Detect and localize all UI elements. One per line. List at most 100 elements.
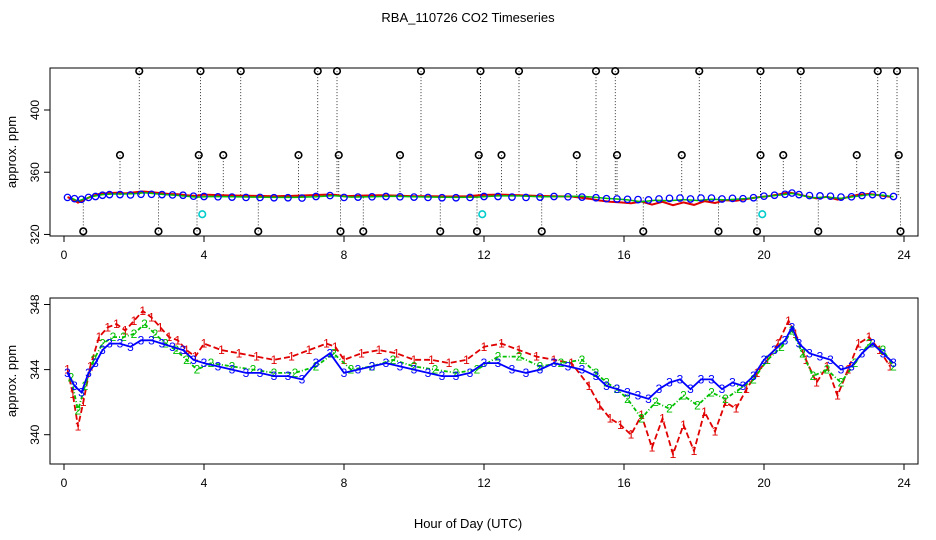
top-baseline-point xyxy=(168,191,177,199)
top-baseline-point xyxy=(889,192,898,201)
top-y-tick-label: 360 xyxy=(28,162,42,182)
top-baseline-point xyxy=(70,194,79,203)
series-3-marker: 3 xyxy=(635,389,642,403)
top-baseline-point xyxy=(137,190,145,199)
series-3-marker: 3 xyxy=(229,363,236,377)
series-2-marker: 2 xyxy=(229,359,236,373)
bottom-x-tick-label: 8 xyxy=(341,476,348,490)
series-1-marker: 1 xyxy=(670,447,677,461)
series-2-marker: 2 xyxy=(183,353,190,367)
outlier-point xyxy=(313,67,322,76)
series-3-marker: 3 xyxy=(656,382,663,396)
outlier-point xyxy=(497,151,506,160)
series-3-marker: 3 xyxy=(369,359,376,373)
top-baseline-point xyxy=(452,193,460,202)
top-baseline-point xyxy=(158,190,166,199)
series-3-marker: 3 xyxy=(127,340,134,354)
outlier-point xyxy=(332,67,342,76)
series-3-marker: 3 xyxy=(645,392,652,406)
top-baseline-point xyxy=(592,193,600,202)
top-baseline-point xyxy=(298,194,306,202)
series-3-marker: 3 xyxy=(771,343,778,357)
top-baseline-point xyxy=(214,192,222,201)
bottom-x-tick-label: 0 xyxy=(61,476,68,490)
series-3-marker: 3 xyxy=(169,340,176,354)
series-3-marker: 3 xyxy=(719,382,726,396)
outlier-point xyxy=(194,151,203,160)
series-3-marker: 3 xyxy=(201,356,208,370)
series-2-marker: 2 xyxy=(474,363,481,377)
bottom-x-tick-label: 24 xyxy=(897,476,911,490)
top-baseline-point xyxy=(354,193,362,201)
series-3-marker: 3 xyxy=(624,385,631,399)
series-3-marker: 3 xyxy=(729,376,736,390)
outlier-point xyxy=(436,227,445,236)
series-2-marker: 2 xyxy=(764,353,771,367)
top-baseline-point xyxy=(826,192,835,201)
top-x-tick-label: 16 xyxy=(617,248,631,262)
top-baseline-point xyxy=(781,190,789,199)
top-baseline-point xyxy=(578,193,586,201)
series-2-marker: 2 xyxy=(778,340,785,354)
series-2-marker: 2 xyxy=(390,353,397,367)
outlier-point xyxy=(779,151,788,160)
series-3-marker: 3 xyxy=(593,369,600,383)
outlier-point xyxy=(395,151,405,160)
series-1-marker: 1 xyxy=(516,343,523,357)
series-2-marker: 2 xyxy=(120,330,127,344)
top-baseline-point xyxy=(728,194,737,203)
series-3-marker: 3 xyxy=(138,333,145,347)
series-1-marker: 1 xyxy=(887,359,894,373)
series-3-marker: 3 xyxy=(215,359,222,373)
series-2-marker: 2 xyxy=(90,353,97,367)
series-1-marker: 1 xyxy=(834,389,841,403)
series-2-marker: 2 xyxy=(173,343,180,357)
series-3-marker: 3 xyxy=(859,346,866,360)
series-1-marker: 1 xyxy=(139,304,146,318)
bottom-y-axis: 340 344 348 xyxy=(28,294,50,445)
top-baseline-point xyxy=(508,193,516,201)
top-baseline-point xyxy=(480,192,488,201)
top-baseline-point xyxy=(494,192,502,201)
top-baseline-point xyxy=(686,195,695,203)
series-3-marker: 3 xyxy=(78,385,85,399)
series-1-marker: 1 xyxy=(393,346,400,360)
outlier-point xyxy=(896,227,905,236)
series-2-marker: 2 xyxy=(75,403,82,417)
series-1-marker: 1 xyxy=(428,353,435,367)
series-3-marker: 3 xyxy=(806,346,813,360)
series-2-marker: 2 xyxy=(680,389,687,403)
top-baseline-point xyxy=(718,195,726,203)
series-1-marker: 1 xyxy=(649,441,656,455)
top-baseline-point xyxy=(676,194,684,202)
top-baseline-point xyxy=(410,193,418,201)
bottom-x-tick-label: 20 xyxy=(757,476,771,490)
top-x-axis: 0 4 8 12 16 20 24 xyxy=(61,236,911,262)
outlier-point xyxy=(752,227,762,236)
series-1-marker: 1 xyxy=(824,359,831,373)
series-2-marker: 2 xyxy=(516,350,523,364)
top-baseline-point xyxy=(91,192,100,201)
top-baseline-point xyxy=(550,192,558,201)
outlier-point xyxy=(416,67,426,76)
series-1-marker: 1 xyxy=(69,387,76,401)
series-1-marker: 1 xyxy=(157,320,164,334)
chart-title: RBA_110726 CO2 Timeseries xyxy=(381,10,555,25)
series-1-marker: 1 xyxy=(568,356,575,370)
top-baseline-point xyxy=(84,193,93,202)
series-3-marker: 3 xyxy=(439,369,446,383)
top-baseline-point xyxy=(707,194,716,202)
series-1-marker: 1 xyxy=(236,346,243,360)
top-baseline-point xyxy=(522,193,530,202)
series-1-marker: 1 xyxy=(803,353,810,367)
series-1-marker: 1 xyxy=(533,350,540,364)
series-2-marker: 2 xyxy=(880,343,887,357)
outlier-point xyxy=(695,67,704,76)
series-2-marker: 2 xyxy=(838,376,845,390)
series-3-marker: 3 xyxy=(666,376,673,390)
top-baseline-point xyxy=(396,192,404,201)
top-baseline-point xyxy=(270,193,278,202)
series-3-marker: 3 xyxy=(579,363,586,377)
top-y-axis-label: approx. ppm xyxy=(4,116,19,188)
series-3-marker: 3 xyxy=(467,366,474,380)
